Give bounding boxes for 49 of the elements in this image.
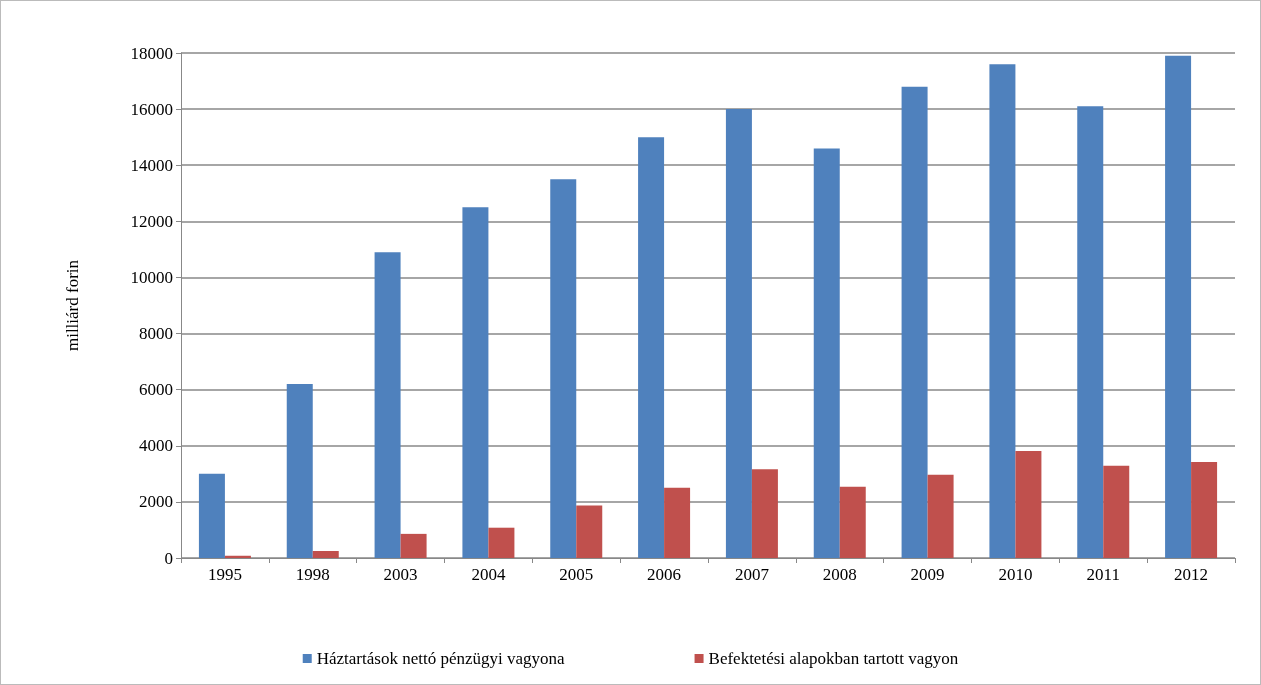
y-tick-label: 18000 [130,43,173,63]
y-tick-label: 2000 [139,492,173,512]
x-tick-label: 1995 [207,565,242,584]
bar [400,533,427,558]
bar [462,207,489,558]
bar [1191,462,1218,558]
bar [638,137,665,558]
bar [488,527,515,558]
x-tick-label: 2007 [734,565,770,584]
y-axis-title: milliárd forin [63,259,82,352]
bar [1077,106,1104,558]
bar [198,473,225,558]
bar [576,505,603,558]
x-tick-label: 2008 [822,565,857,584]
y-tick-label: 0 [164,548,173,568]
x-tick-label: 2006 [647,565,682,584]
y-tick-label: 14000 [130,155,173,175]
x-tick-label: 2009 [910,565,945,584]
bar [1165,55,1192,558]
bar [550,179,577,558]
bar [312,550,339,558]
bar [989,64,1016,558]
y-tick-label: 6000 [139,380,173,400]
x-tick-label: 2004 [471,565,506,584]
y-tick-label: 10000 [130,267,173,287]
x-tick-label: 1998 [295,565,330,584]
bar [927,474,954,558]
legend-label: Befektetési alapokban tartott vagyon [708,649,959,668]
bar [751,469,778,558]
x-tick-label: 2005 [559,565,594,584]
legend-label: Háztartások nettó pénzügyi vagyona [316,649,566,668]
bar [813,148,840,558]
x-tick-label: 2010 [998,565,1033,584]
bar [664,487,691,558]
x-tick-label: 2003 [383,565,418,584]
bar [224,555,251,558]
x-tick-label: 2012 [1174,565,1209,584]
bar [839,486,866,558]
y-tick-label: 4000 [139,436,173,456]
y-tick-label: 8000 [139,324,173,344]
x-tick-label: 2011 [1086,565,1120,584]
y-tick-label: 12000 [130,211,173,231]
bar [286,384,313,558]
bar [901,86,928,558]
bar [374,252,401,558]
bar [725,109,752,558]
bar [1015,451,1042,558]
y-tick-label: 16000 [130,99,173,119]
bar [1103,465,1130,558]
